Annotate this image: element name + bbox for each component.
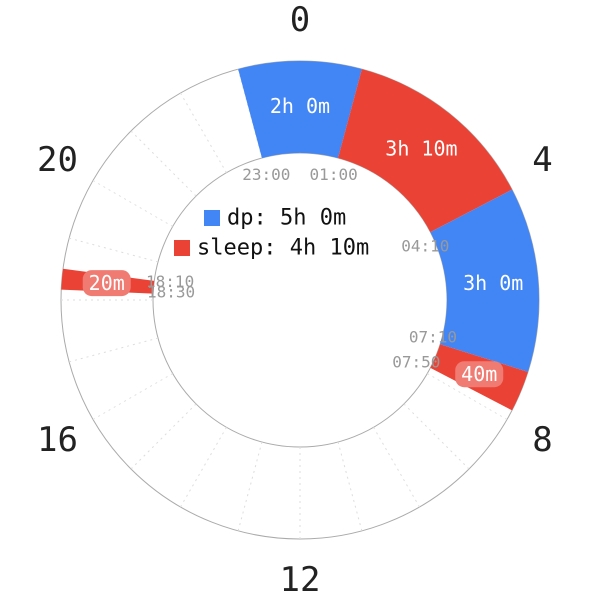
hour-gridline <box>130 130 197 197</box>
hour-tick-label: 0 <box>290 0 310 40</box>
duration-label: 40m <box>461 362 497 386</box>
hour-gridline <box>180 427 227 508</box>
time-label: 07:50 <box>392 353 440 372</box>
time-label: 18:30 <box>147 283 195 302</box>
hour-tick-label: 12 <box>280 560 321 600</box>
time-label: 23:00 <box>242 165 290 184</box>
hour-tick-label: 16 <box>37 420 78 460</box>
hour-gridline <box>337 441 363 531</box>
legend-label-sleep: sleep: 4h 10m <box>197 236 369 261</box>
time-label: 07:10 <box>409 328 457 347</box>
legend-label-dp: dp: 5h 0m <box>227 206 346 231</box>
hour-gridline <box>373 427 420 508</box>
time-label: 18:10 <box>146 272 194 291</box>
time-label: 01:00 <box>310 165 358 184</box>
segment-dp[interactable] <box>430 189 539 372</box>
segment-dp[interactable] <box>238 61 362 159</box>
hour-gridline <box>180 92 227 173</box>
time-label: 04:10 <box>401 236 449 255</box>
hour-tick-label: 8 <box>532 420 552 460</box>
hour-gridline <box>130 403 197 470</box>
hour-gridline <box>69 237 159 263</box>
hour-tick-label: 4 <box>532 140 552 180</box>
legend-swatch-dp <box>204 210 220 226</box>
hour-gridline <box>92 373 173 420</box>
hour-gridline <box>69 337 159 363</box>
segment-sleep[interactable] <box>338 69 512 233</box>
hour-gridline <box>403 403 470 470</box>
inner-ring <box>152 152 448 448</box>
hour-tick-label: 20 <box>37 140 78 180</box>
duration-label-bg <box>82 270 131 297</box>
hour-gridline <box>237 441 263 531</box>
duration-label: 3h 10m <box>385 137 457 161</box>
duration-label: 20m <box>89 271 125 295</box>
legend-swatch-sleep <box>174 240 190 256</box>
duration-label: 2h 0m <box>270 94 330 118</box>
duration-label: 3h 0m <box>463 271 523 295</box>
duration-label-bg <box>455 361 504 388</box>
hour-gridline <box>92 180 173 227</box>
